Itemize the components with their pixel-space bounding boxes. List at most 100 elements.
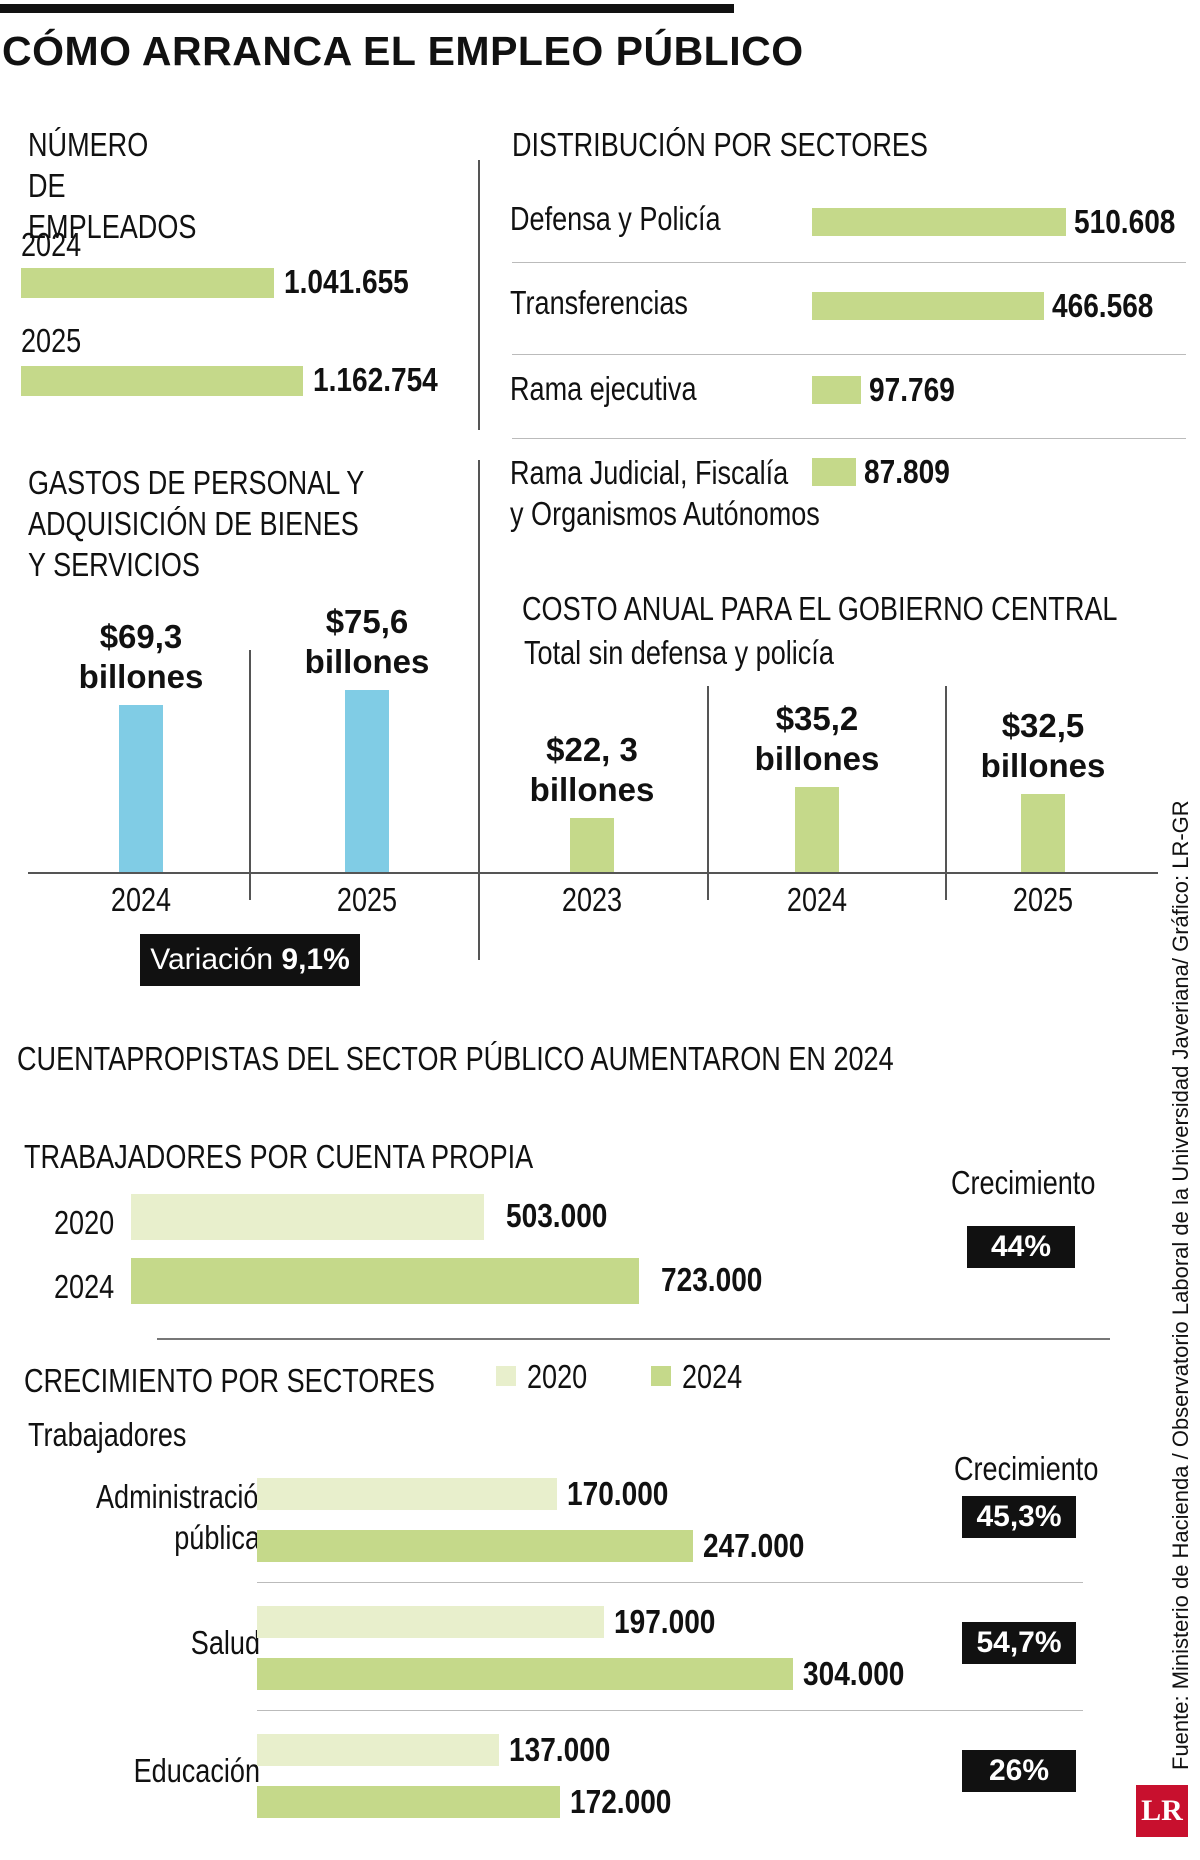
employees-year-2025: 2025 [21,322,82,359]
section-separator [157,1338,1110,1340]
legend-label-2024: 2024 [682,1358,743,1395]
selfemployed-growth-badge: 44% [967,1226,1075,1268]
sector-label-educacion: Educación [133,1752,260,1789]
sector-separator-2 [512,354,1186,355]
cost-subtitle: Total sin defensa y policía [524,634,834,671]
page-title: CÓMO ARRANCA EL EMPLEO PÚBLICO [2,28,804,74]
variation-value: 9,1% [281,943,350,976]
expenses-value-2024: $69,3 billones [78,618,204,695]
sector-label-administracion-line-1: Administración [96,1478,274,1515]
selfemployed-value-2024: 723.000 [661,1261,763,1298]
employees-bar-2024 [21,268,274,298]
expenses-value-2025: $75,6 billones [304,603,430,680]
selfemployed-growth-label: Crecimiento [951,1164,1096,1201]
source-note: Fuente: Ministerio de Hacienda / Observa… [1168,800,1193,1770]
sector-label-administracion-line-2: pública [174,1519,260,1556]
sector-value-salud-2020: 197.000 [614,1603,716,1640]
sector-separator-3 [512,438,1186,439]
growth-sectors-title: CRECIMIENTO POR SECTORES [24,1362,435,1399]
lr-logo: LR [1136,1785,1188,1837]
expenses-divider [249,650,251,900]
sector-bar-rama-ejecutiva [812,376,861,404]
sector-label-defensa: Defensa y Policía [510,200,721,237]
sector-value-transferencias: 466.568 [1052,287,1154,324]
legend-swatch-2020 [496,1366,516,1386]
top-rule [0,4,734,13]
sector-bar-rama-judicial [812,458,856,486]
employees-title-line-1: NÚMERO DE EMPLEADOS [28,126,197,245]
growth-badge-educacion: 26% [962,1750,1076,1792]
employees-value-2024: 1.041.655 [284,263,409,300]
selfemployed-bar-2024 [131,1258,639,1304]
cost-value-2023: $22, 3 billones [529,731,655,808]
expenses-bar-2024 [119,705,163,872]
sector-label-transferencias: Transferencias [510,284,688,321]
cost-value-2024: $35,2 billones [754,700,880,777]
selfemployed-year-2020: 2020 [54,1204,115,1241]
legend-label-2020: 2020 [527,1358,588,1395]
employees-year-2024: 2024 [21,226,82,263]
expenses-year-2025: 2025 [336,881,398,918]
sector-bar-administracion-2024 [257,1530,693,1562]
sector-label-rama-judicial-line-2: y Organismos Autónomos [510,495,820,532]
selfemployed-year-2024: 2024 [54,1268,115,1305]
cost-value-2025: $32,5 billones [980,707,1106,784]
growth-separator-1 [257,1582,1083,1583]
sector-label-rama-judicial-line-1: Rama Judicial, Fiscalía [510,454,789,491]
employees-value-2025: 1.162.754 [313,361,438,398]
cost-title: COSTO ANUAL PARA EL GOBIERNO CENTRAL [522,590,1118,627]
sector-value-salud-2024: 304.000 [803,1655,905,1692]
cost-divider-1 [707,686,709,900]
legend-swatch-2024 [651,1366,671,1386]
cost-bar-2023 [570,818,614,872]
growth-sectors-growth-label: Crecimiento [954,1450,1099,1487]
growth-sectors-subtitle: Trabajadores [28,1416,187,1453]
variation-badge: Variación 9,1% [140,934,360,986]
expenses-title-line-3: Y SERVICIOS [28,546,200,583]
sector-label-administracion: Administración pública [96,1476,274,1558]
expenses-title-line-1: GASTOS DE PERSONAL Y [28,464,365,501]
bars-baseline [28,872,1158,874]
sector-bar-defensa [812,208,1066,236]
sector-value-educacion-2020: 137.000 [509,1731,611,1768]
sector-label-rama-judicial: Rama Judicial, Fiscalía y Organismos Aut… [510,452,820,534]
sector-bar-salud-2020 [257,1606,604,1638]
expenses-title-line-2: ADQUISICIÓN DE BIENES [28,505,359,542]
sector-value-defensa: 510.608 [1074,203,1176,240]
sector-bar-salud-2024 [257,1658,793,1690]
growth-separator-2 [257,1710,1083,1711]
employees-title: NÚMERO DE EMPLEADOS [28,124,197,247]
sector-value-rama-judicial: 87.809 [864,453,950,490]
sector-bar-administracion-2020 [257,1478,557,1510]
cost-divider-2 [945,686,947,900]
expenses-bar-2025 [345,690,389,872]
cost-year-2025: 2025 [1012,881,1074,918]
selfemployed-title: CUENTAPROPISTAS DEL SECTOR PÚBLICO AUMEN… [17,1040,894,1077]
sector-bar-educacion-2024 [257,1786,560,1818]
growth-badge-salud: 54,7% [962,1622,1076,1664]
selfemployed-bar-2020 [131,1194,484,1240]
sector-label-salud: Salud [190,1624,260,1661]
sector-separator-1 [512,262,1186,263]
sector-bar-educacion-2020 [257,1734,499,1766]
sector-value-administracion-2024: 247.000 [703,1527,805,1564]
expenses-title: GASTOS DE PERSONAL Y ADQUISICIÓN DE BIEN… [28,462,364,585]
sector-value-educacion-2024: 172.000 [570,1783,672,1820]
sector-value-administracion-2020: 170.000 [567,1475,669,1512]
cost-year-2023: 2023 [561,881,623,918]
divider-middle [478,460,480,960]
selfemployed-value-2020: 503.000 [506,1197,608,1234]
sectors-title: DISTRIBUCIÓN POR SECTORES [512,126,928,163]
cost-bar-2024 [795,787,839,872]
cost-year-2024: 2024 [786,881,848,918]
variation-label: Variación [150,943,274,976]
sector-bar-transferencias [812,292,1044,320]
selfemployed-subtitle: TRABAJADORES POR CUENTA PROPIA [24,1138,534,1175]
cost-bar-2025 [1021,794,1065,872]
divider-top [478,160,480,430]
expenses-year-2024: 2024 [110,881,172,918]
sector-label-rama-ejecutiva: Rama ejecutiva [510,370,697,407]
employees-bar-2025 [21,366,303,396]
sector-value-rama-ejecutiva: 97.769 [869,371,955,408]
growth-badge-administracion: 45,3% [962,1496,1076,1538]
